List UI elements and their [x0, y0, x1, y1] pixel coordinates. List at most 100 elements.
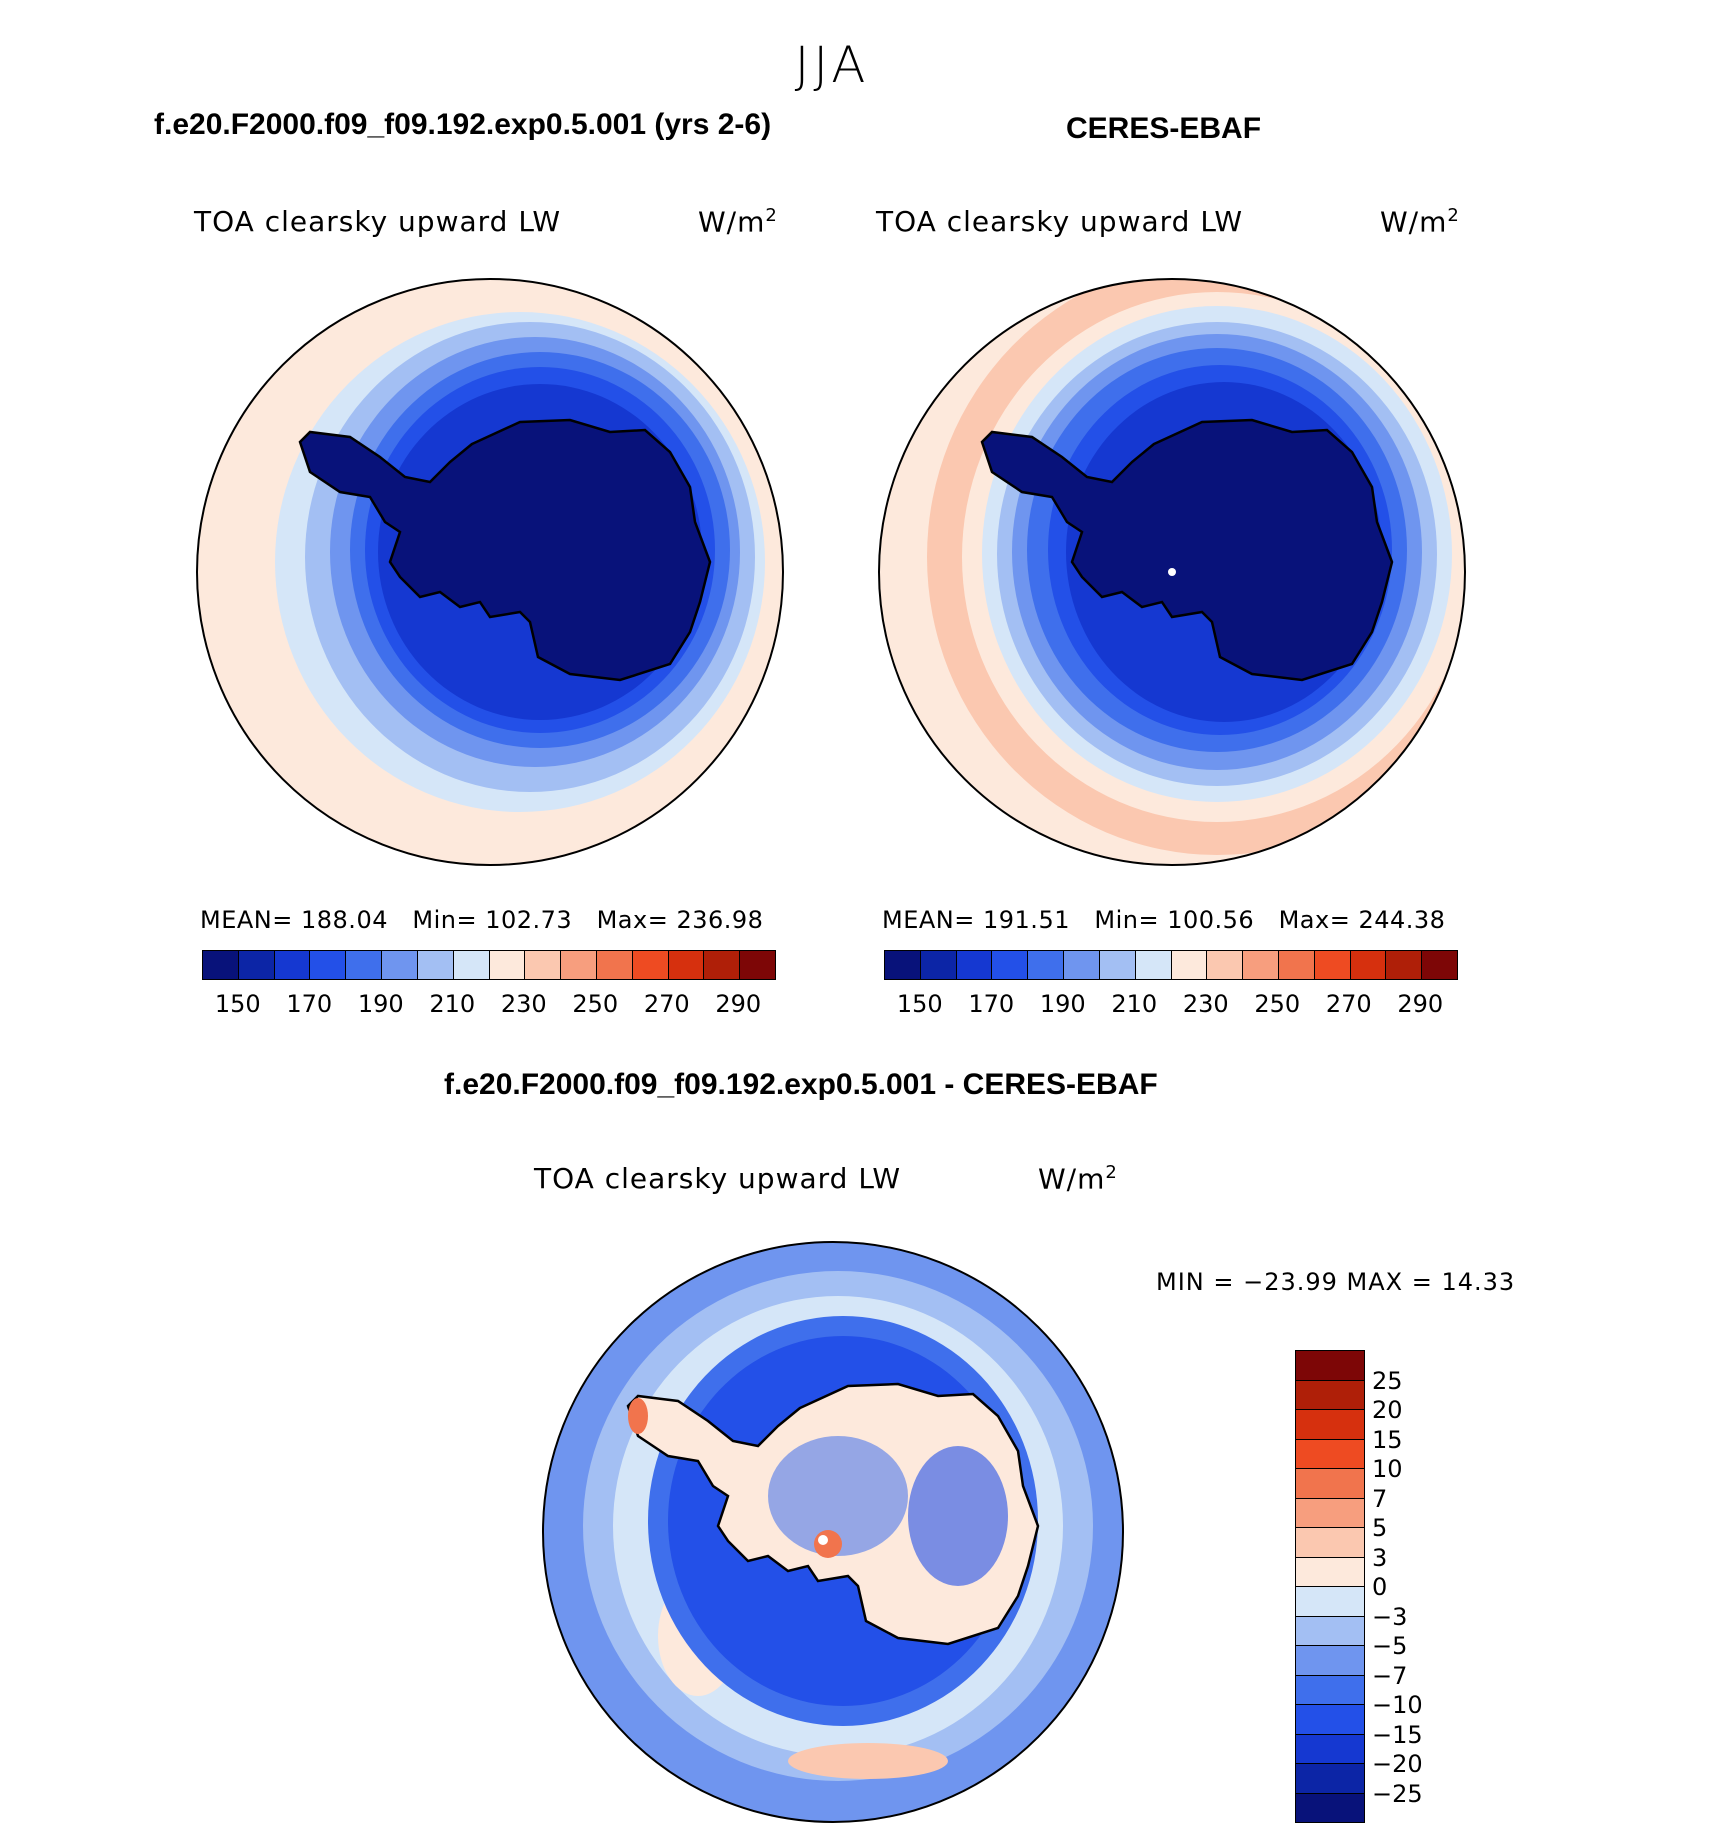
colorbar-swatch — [417, 951, 454, 979]
colorbar-swatch — [1422, 951, 1457, 979]
colorbar-swatch — [1296, 1528, 1364, 1558]
pole-missing-data-dot — [818, 1535, 828, 1545]
colorbar-swatch — [956, 951, 993, 979]
colorbar-swatch — [346, 951, 383, 979]
colorbar-tick-label: −15 — [1372, 1720, 1423, 1749]
colorbar-swatch — [1296, 1587, 1364, 1617]
map-panel-diff — [542, 1241, 1124, 1823]
continent-negative-east — [908, 1446, 1008, 1586]
diff-minmax: MIN = −23.99 MAX = 14.33 — [1156, 1268, 1516, 1296]
colorbar-tick-label: −3 — [1372, 1602, 1408, 1631]
colorbar-swatch — [1207, 951, 1244, 979]
colorbar-swatch — [992, 951, 1029, 979]
colorbar-swatch — [668, 951, 705, 979]
colorbar-tick-label: 190 — [1039, 990, 1086, 1018]
colorbar-tick-label: 250 — [572, 990, 619, 1018]
peninsula-positive — [628, 1398, 648, 1434]
colorbar-tick-label: 290 — [715, 990, 762, 1018]
colorbar-swatch — [1386, 951, 1423, 979]
colorbar-swatch — [596, 951, 633, 979]
colorbar-tick-label: 5 — [1372, 1514, 1388, 1542]
colorbar-swatch — [1296, 1616, 1364, 1646]
diff-heading: f.e20.F2000.f09_f09.192.exp0.5.001 - CER… — [444, 1068, 1158, 1101]
colorbar-swatch — [1296, 1498, 1364, 1528]
colorbar-swatch — [1350, 951, 1387, 979]
panel-1-colorbar-labels: 150 170 190 210 230 250 270 290 — [202, 990, 774, 1020]
panel-1-min: 102.73 — [485, 906, 573, 934]
colorbar-swatch — [1296, 1793, 1364, 1822]
panel-1-stats: MEAN= 188.04 Min= 102.73 Max= 236.98 — [200, 906, 764, 934]
panel-2-mean: 191.51 — [983, 906, 1070, 934]
pole-missing-data-dot — [1168, 568, 1176, 576]
colorbar-tick-label: 150 — [214, 990, 261, 1018]
colorbar-swatch — [1296, 1764, 1364, 1794]
panel-1-max: 236.98 — [676, 906, 764, 934]
continent-mask — [298, 418, 712, 682]
colorbar-tick-label: 230 — [1182, 990, 1229, 1018]
colorbar-swatch — [453, 951, 490, 979]
colorbar-tick-label: 210 — [429, 990, 476, 1018]
panel-2-heading: CERES-EBAF — [1066, 112, 1262, 145]
colorbar-swatch — [632, 951, 669, 979]
colorbar-swatch — [1099, 951, 1136, 979]
panel-1-units: W/m2 — [698, 205, 778, 239]
colorbar-swatch — [489, 951, 526, 979]
panel-2-min: 100.56 — [1167, 906, 1255, 934]
colorbar-swatch — [1296, 1557, 1364, 1587]
season-title: JJA — [794, 36, 870, 94]
colorbar-swatch — [1296, 1675, 1364, 1705]
panel-2-colorbar-labels: 150 170 190 210 230 250 270 290 — [884, 990, 1456, 1020]
colorbar-tick-label: 270 — [1325, 990, 1372, 1018]
colorbar-swatch — [885, 951, 921, 979]
colorbar-swatch — [1135, 951, 1172, 979]
colorbar-swatch — [1296, 1351, 1364, 1381]
colorbar-tick-label: 7 — [1372, 1484, 1388, 1513]
colorbar-swatch — [1171, 951, 1208, 979]
field-5-patch — [788, 1743, 948, 1779]
colorbar-swatch — [561, 951, 597, 979]
colorbar-swatch — [1296, 1439, 1364, 1469]
colorbar-tick-label: 10 — [1372, 1455, 1403, 1483]
colorbar-tick-label: 15 — [1372, 1425, 1403, 1454]
diff-colorbar-labels: 25 20 15 10 7 5 3 0 −3 −5 −7 −10 −15 −20 −25 — [1372, 1350, 1472, 1820]
colorbar-swatch — [1296, 1380, 1364, 1410]
colorbar-swatch — [203, 951, 239, 979]
colorbar-tick-label: 170 — [968, 990, 1015, 1018]
continent-mask — [980, 418, 1394, 682]
colorbar-tick-label: 150 — [896, 990, 943, 1018]
panel-1-mean: 188.04 — [301, 906, 388, 934]
colorbar-swatch — [1296, 1410, 1364, 1440]
colorbar-swatch — [920, 951, 957, 979]
colorbar-swatch — [704, 951, 741, 979]
colorbar-tick-label: 170 — [286, 990, 333, 1018]
map-panel-2 — [878, 278, 1466, 866]
colorbar-tick-label: 230 — [500, 990, 547, 1018]
diff-units: W/m2 — [1038, 1162, 1118, 1196]
colorbar-tick-label: 0 — [1372, 1573, 1388, 1601]
panel-1-variable: TOA clearsky upward LW — [194, 205, 562, 238]
colorbar-tick-label: 20 — [1372, 1396, 1403, 1424]
colorbar-tick-label: 210 — [1111, 990, 1158, 1018]
colorbar-swatch — [1243, 951, 1279, 979]
colorbar-tick-label: 290 — [1397, 990, 1444, 1018]
panel-2-colorbar — [884, 950, 1458, 980]
colorbar-swatch — [310, 951, 347, 979]
colorbar-tick-label: 270 — [643, 990, 690, 1018]
panel-2-variable: TOA clearsky upward LW — [876, 205, 1244, 238]
diff-variable: TOA clearsky upward LW — [534, 1162, 902, 1195]
panel-2-units: W/m2 — [1380, 205, 1460, 239]
colorbar-swatch — [382, 951, 418, 979]
colorbar-tick-label: 250 — [1254, 990, 1301, 1018]
colorbar-swatch — [1028, 951, 1065, 979]
map-panel-1 — [196, 278, 784, 866]
colorbar-tick-label: −10 — [1372, 1691, 1423, 1719]
colorbar-swatch — [740, 951, 775, 979]
panel-2-max: 244.38 — [1358, 906, 1446, 934]
colorbar-swatch — [274, 951, 311, 979]
colorbar-swatch — [1296, 1646, 1364, 1676]
continent-negative-streak — [768, 1436, 908, 1556]
diff-colorbar — [1295, 1350, 1365, 1823]
colorbar-tick-label: −5 — [1372, 1632, 1408, 1660]
panel-1-colorbar — [202, 950, 776, 980]
colorbar-tick-label: −20 — [1372, 1750, 1423, 1778]
